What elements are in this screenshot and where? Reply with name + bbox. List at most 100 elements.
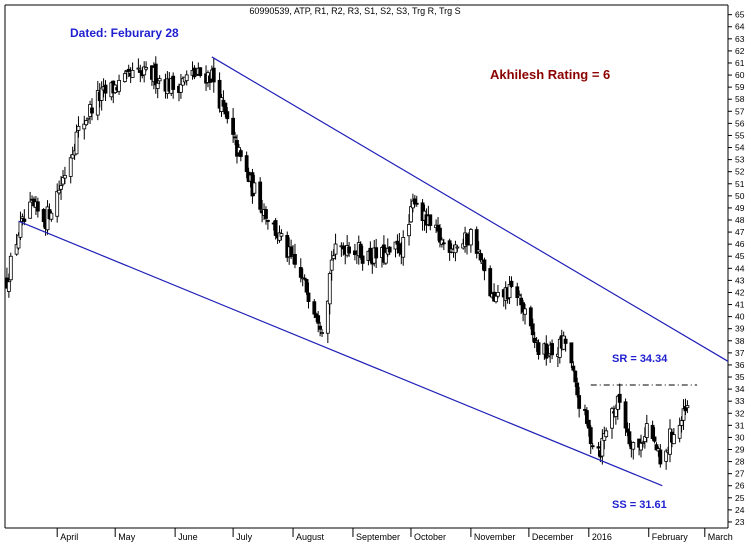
candle <box>528 305 533 330</box>
candle <box>658 444 663 468</box>
y-tick-label: 34 <box>735 384 745 394</box>
candle <box>671 427 676 445</box>
candle <box>293 243 297 269</box>
candle <box>360 245 365 271</box>
y-tick-label: 30 <box>735 432 745 442</box>
candle <box>627 422 632 447</box>
candle <box>623 398 628 436</box>
y-tick-label: 60 <box>735 70 745 80</box>
y-tick-label: 33 <box>735 396 745 406</box>
candle <box>550 339 554 360</box>
y-tick-label: 40 <box>735 312 745 322</box>
candle <box>198 67 203 78</box>
candle <box>438 223 442 248</box>
candle <box>664 448 669 470</box>
candle <box>28 191 33 219</box>
candle <box>428 214 433 231</box>
candle <box>35 197 40 218</box>
candle <box>8 252 13 282</box>
candle <box>316 311 321 333</box>
candle <box>374 238 379 268</box>
candle <box>306 282 311 309</box>
dated-annotation: Dated: Feburary 28 <box>70 26 179 40</box>
candle <box>685 400 690 414</box>
candle <box>441 238 446 251</box>
candle <box>6 273 11 298</box>
candle <box>401 230 406 266</box>
y-tick-label: 43 <box>735 275 745 285</box>
candle <box>82 115 87 140</box>
y-tick-label: 41 <box>735 300 745 310</box>
x-tick-label: August <box>296 532 325 542</box>
y-tick-label: 46 <box>735 239 745 249</box>
x-tick-label: May <box>118 532 136 542</box>
y-tick-label: 59 <box>735 82 745 92</box>
candle <box>325 300 330 344</box>
y-tick-label: 56 <box>735 118 745 128</box>
candle <box>383 246 388 265</box>
candle <box>387 246 392 255</box>
candle <box>153 56 158 94</box>
candlestick-series <box>5 56 690 470</box>
y-tick-label: 58 <box>735 94 745 104</box>
candle <box>144 61 149 72</box>
y-tick-label: 62 <box>735 46 745 56</box>
candle <box>569 342 574 369</box>
y-tick-label: 44 <box>735 263 745 273</box>
candle <box>264 206 268 225</box>
chart-header: 60990539, ATP, R1, R2, R3, S1, S2, S3, T… <box>249 6 460 16</box>
candle <box>644 414 649 443</box>
y-tick-label: 24 <box>735 505 745 515</box>
y-tick-label: 37 <box>735 348 745 358</box>
candle <box>536 339 541 360</box>
trendlines <box>18 56 729 487</box>
candle <box>55 183 60 223</box>
candle <box>171 72 176 99</box>
candle <box>68 154 73 184</box>
candle <box>468 227 473 253</box>
y-tick-label: 39 <box>735 324 745 334</box>
x-tick-label: February <box>652 532 689 542</box>
x-tick-label: July <box>236 532 253 542</box>
y-tick-label: 57 <box>735 106 745 116</box>
candle <box>590 443 595 450</box>
candle <box>318 321 323 337</box>
candle <box>586 419 591 437</box>
x-tick-label: September <box>356 532 400 542</box>
candle <box>192 65 197 80</box>
candle <box>530 318 535 342</box>
y-tick-label: 38 <box>735 336 745 346</box>
candle <box>155 77 160 99</box>
candle <box>266 219 270 230</box>
candle <box>333 233 338 260</box>
candle <box>16 232 21 250</box>
candle <box>179 73 183 99</box>
y-axis-ticks: 23 24 25 26 27 28 29 30 31 32 33 34 35 36 37 38 39 40 41 42… <box>728 10 745 527</box>
y-tick-label: 50 <box>735 191 745 201</box>
candle <box>211 57 216 93</box>
candle <box>252 175 257 196</box>
candle <box>414 195 419 207</box>
x-tick-label: April <box>60 532 78 542</box>
candle <box>407 214 411 246</box>
candle <box>329 250 334 281</box>
x-tick-label: November <box>474 532 516 542</box>
candle <box>523 303 527 325</box>
y-tick-label: 64 <box>735 22 745 32</box>
y-tick-label: 54 <box>735 143 745 153</box>
candle <box>368 241 373 263</box>
candle <box>652 427 657 444</box>
y-tick-label: 31 <box>735 420 745 430</box>
candle <box>244 151 249 179</box>
candle <box>59 175 63 200</box>
trendline-lower <box>18 220 663 487</box>
x-tick-label: October <box>414 532 446 542</box>
candle <box>279 229 284 241</box>
y-tick-label: 29 <box>735 444 745 454</box>
candle <box>571 361 576 372</box>
y-tick-label: 28 <box>735 457 745 467</box>
candle <box>482 257 487 281</box>
